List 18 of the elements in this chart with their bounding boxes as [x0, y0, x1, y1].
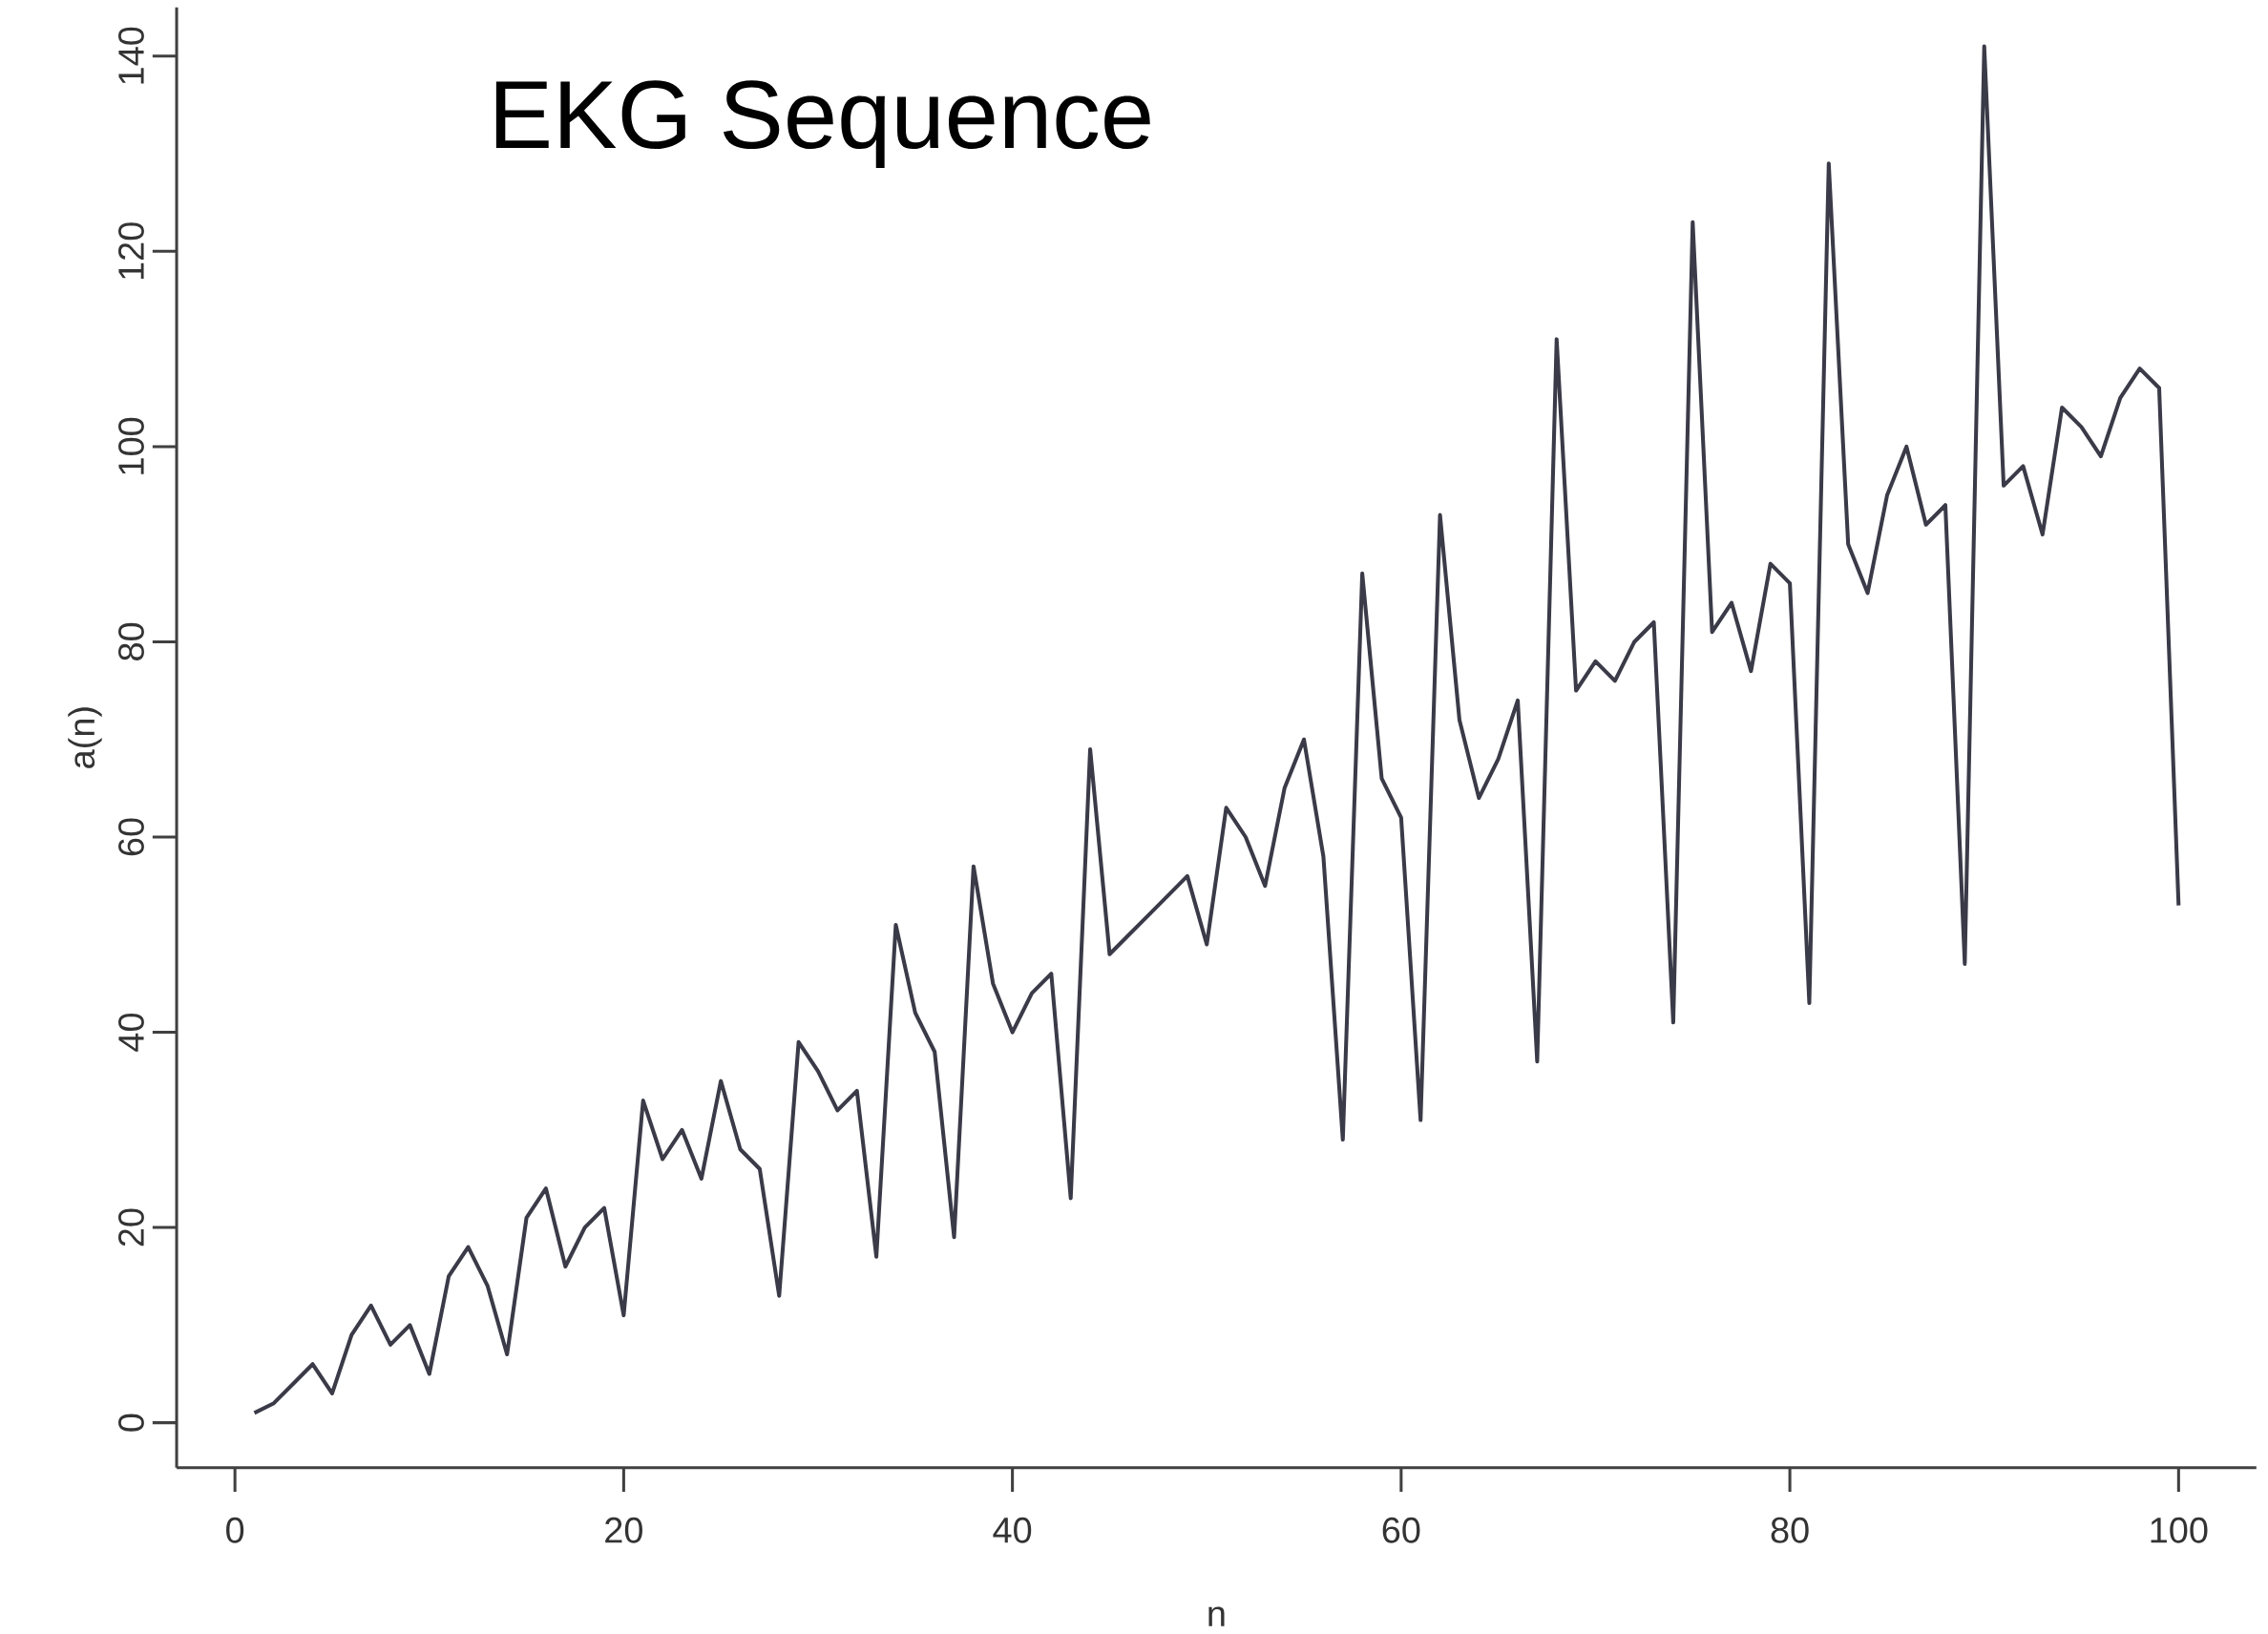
x-tick-label: 100 — [2151, 1517, 2208, 1543]
y-axis-title: a(n) — [68, 707, 102, 768]
line-series — [252, 44, 2181, 1415]
y-tick-label: 140 — [118, 27, 144, 84]
y-tick-label: 20 — [118, 1208, 144, 1246]
y-tick-label: 100 — [118, 417, 144, 474]
y-tick-label: 0 — [118, 1414, 144, 1432]
x-tick-label: 40 — [993, 1517, 1032, 1543]
x-tick-label: 80 — [1771, 1517, 1809, 1543]
text: EKG Sequence — [495, 80, 1150, 168]
x-tick-label: 60 — [1382, 1517, 1420, 1543]
y-tick-label: 120 — [118, 222, 144, 279]
y-tick-label: 40 — [118, 1013, 144, 1052]
y-tick-label: 80 — [118, 622, 144, 660]
x-axis-title: n — [1208, 1606, 1225, 1626]
x-tick-label: 20 — [605, 1517, 642, 1543]
y-tick-label: 60 — [118, 818, 144, 856]
x-tick-label: 0 — [226, 1517, 244, 1543]
